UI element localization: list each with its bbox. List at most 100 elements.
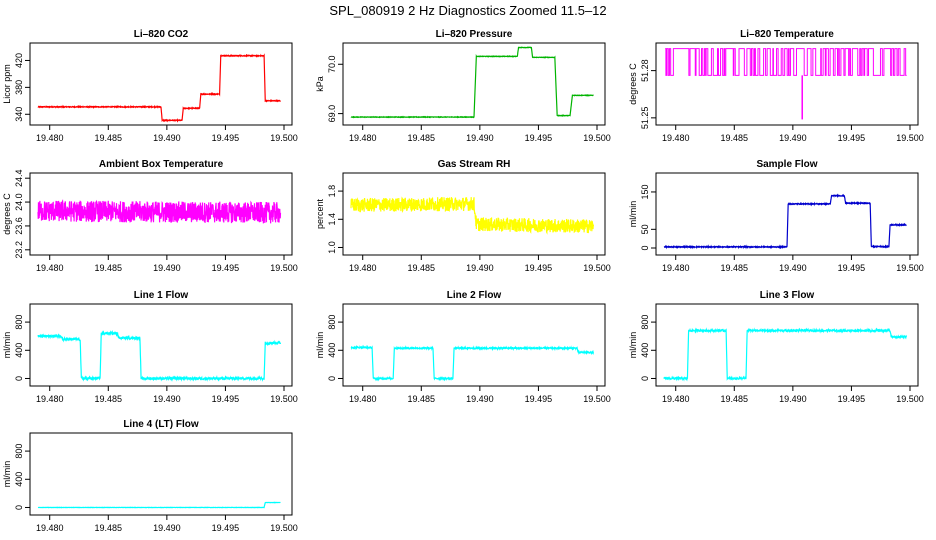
chart-panel: Ambient Box Temperature 19.480 19.485 19.49…	[2, 159, 298, 273]
x-tick-label: 19.500	[270, 133, 298, 143]
y-axis-label: ml/min	[315, 332, 325, 359]
x-tick-label: 19.500	[583, 394, 611, 404]
y-tick-label: 400	[640, 343, 650, 358]
y-axis-label: Licor ppm	[2, 64, 12, 104]
plot-frame	[29, 172, 293, 256]
data-series-line	[350, 196, 595, 235]
x-tick-label: 19.500	[270, 263, 298, 273]
y-tick-label: 400	[14, 343, 24, 358]
x-tick-label: 19.480	[36, 263, 64, 273]
y-tick-label: 24.0	[14, 193, 24, 211]
x-tick-label: 19.490	[466, 394, 494, 404]
x-tick-label: 19.490	[779, 263, 807, 273]
plot-frame	[29, 432, 293, 516]
plot-frame	[342, 172, 606, 256]
y-tick-label: 70.0	[327, 56, 337, 74]
x-tick-label: 19.480	[349, 263, 377, 273]
series-group	[665, 48, 907, 120]
chart-panel: Sample Flow 19.480 19.485 19.490 19.495 19.50…	[628, 159, 924, 273]
x-tick-label: 19.495	[525, 394, 553, 404]
y-tick-label: 1.8	[327, 185, 337, 198]
x-tick-label: 19.495	[525, 133, 553, 143]
chart-title: Li–820 Temperature	[740, 29, 834, 40]
plot-frame	[29, 42, 293, 126]
series-group	[37, 329, 282, 382]
x-tick-label: 19.495	[838, 394, 866, 404]
chart-title: Sample Flow	[756, 159, 817, 170]
data-series-line	[350, 46, 594, 119]
chart-title: Gas Stream RH	[438, 159, 511, 170]
plot-frame	[29, 303, 293, 387]
x-tick-label: 19.500	[896, 133, 924, 143]
x-tick-label: 19.495	[212, 394, 240, 404]
x-tick-label: 19.490	[153, 523, 181, 533]
data-series-line	[37, 501, 281, 509]
x-tick-label: 19.480	[349, 394, 377, 404]
y-tick-label: 340	[14, 107, 24, 122]
plot-frame	[342, 42, 606, 126]
y-axis-label: kPa	[315, 76, 325, 92]
y-axis-label: ml/min	[2, 461, 12, 488]
x-tick-label: 19.490	[153, 263, 181, 273]
plot-frame	[655, 172, 919, 256]
x-tick-label: 19.485	[95, 394, 123, 404]
y-tick-label: 24.4	[14, 169, 24, 187]
page-title: SPL_080919 2 Hz Diagnostics Zoomed 11.5–…	[329, 3, 607, 18]
chart-title: Li–820 CO2	[134, 29, 189, 40]
y-tick-label: 400	[14, 472, 24, 487]
y-axis-label: ml/min	[2, 332, 12, 359]
y-tick-label: 400	[327, 343, 337, 358]
y-axis-label: ml/min	[628, 201, 638, 228]
chart-title: Line 4 (LT) Flow	[123, 419, 199, 430]
x-tick-label: 19.480	[662, 133, 690, 143]
x-tick-label: 19.480	[36, 523, 64, 533]
x-tick-label: 19.485	[408, 394, 436, 404]
series-group	[350, 344, 595, 382]
y-tick-label: 0	[327, 376, 337, 381]
x-tick-label: 19.490	[153, 133, 181, 143]
series-group	[663, 327, 908, 382]
data-series-line	[350, 344, 595, 382]
y-tick-label: 0	[14, 505, 24, 510]
x-tick-label: 19.495	[212, 263, 240, 273]
x-tick-label: 19.495	[525, 263, 553, 273]
x-tick-label: 19.495	[212, 523, 240, 533]
series-group	[663, 193, 907, 250]
x-tick-label: 19.500	[270, 523, 298, 533]
series-group	[350, 196, 595, 235]
y-tick-label: 23.2	[14, 241, 24, 259]
chart-title: Line 1 Flow	[134, 290, 189, 301]
data-series-line	[663, 327, 908, 382]
y-axis-label: ml/min	[628, 332, 638, 359]
y-tick-label: 800	[327, 315, 337, 330]
x-tick-label: 19.485	[95, 263, 123, 273]
x-tick-label: 19.490	[779, 133, 807, 143]
x-tick-label: 19.480	[349, 133, 377, 143]
chart-panel: Li–820 Pressure 19.480 19.485 19.490 19.495 1…	[315, 29, 611, 143]
y-tick-label: 23.6	[14, 217, 24, 235]
x-tick-label: 19.485	[721, 133, 749, 143]
chart-title: Ambient Box Temperature	[99, 159, 224, 170]
x-tick-label: 19.485	[721, 394, 749, 404]
plot-frame	[655, 42, 919, 126]
x-tick-label: 19.480	[662, 263, 690, 273]
series-group	[37, 501, 281, 509]
y-tick-label: 380	[14, 80, 24, 95]
y-axis-label: degrees C	[628, 63, 638, 105]
y-tick-label: 0	[640, 376, 650, 381]
y-tick-label: 800	[14, 315, 24, 330]
y-tick-label: 1.4	[327, 213, 337, 226]
y-tick-label: 51.28	[640, 59, 650, 82]
x-tick-label: 19.480	[662, 394, 690, 404]
x-tick-label: 19.495	[838, 263, 866, 273]
x-tick-label: 19.485	[95, 133, 123, 143]
x-tick-label: 19.485	[408, 133, 436, 143]
x-tick-label: 19.500	[270, 394, 298, 404]
x-tick-label: 19.485	[408, 263, 436, 273]
series-group	[37, 199, 282, 224]
x-tick-label: 19.485	[721, 263, 749, 273]
series-group	[37, 53, 281, 123]
x-tick-label: 19.500	[583, 133, 611, 143]
x-tick-label: 19.500	[896, 394, 924, 404]
